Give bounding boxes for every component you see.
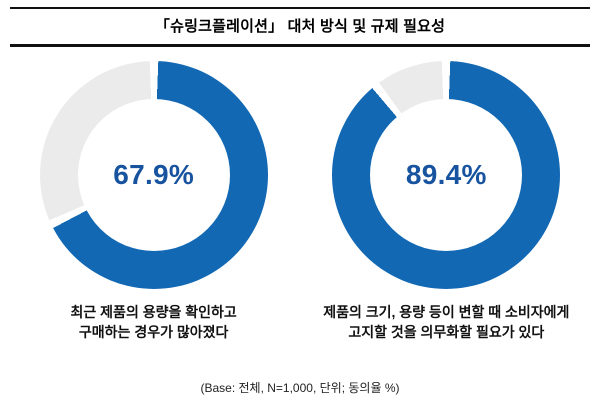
caption-line: 제품의 크기, 용량 등이 변할 때 소비자에게 [323,304,570,320]
footnote: (Base: 전체, N=1,000, 단위; 동의율 %) [200,381,400,395]
top-rule [10,7,590,9]
donut-hole-right: 89.4% [370,99,523,251]
donut-charts-row: 67.9% 최근 제품의 용량을 확인하고 구매하는 경우가 많아졌다 89.4… [0,61,600,343]
chart-caption-right: 제품의 크기, 용량 등이 변할 때 소비자에게 고지할 것을 의무화할 필요가… [323,302,569,343]
page-title: 「슈링크플레이션」 대처 방식 및 규제 필요성 [154,18,446,35]
title-rule [10,44,590,47]
chart-caption-left: 최근 제품의 용량을 확인하고 구매하는 경우가 많아졌다 [71,302,237,343]
donut-ring-right: 89.4% [332,61,561,289]
donut-hole-left: 67.9% [77,99,230,251]
caption-line: 구매하는 경우가 많아졌다 [78,324,229,341]
donut-ring-left: 67.9% [39,61,268,289]
percent-label-left: 67.9% [113,159,195,190]
caption-line: 고지할 것을 의무화할 필요가 있다 [348,324,545,341]
donut-chart-right: 89.4% 제품의 크기, 용량 등이 변할 때 소비자에게 고지할 것을 의무… [301,61,591,343]
percent-label-right: 89.4% [405,159,487,190]
caption-line: 최근 제품의 용량을 확인하고 [70,304,237,320]
donut-chart-left: 67.9% 최근 제품의 용량을 확인하고 구매하는 경우가 많아졌다 [9,61,299,343]
